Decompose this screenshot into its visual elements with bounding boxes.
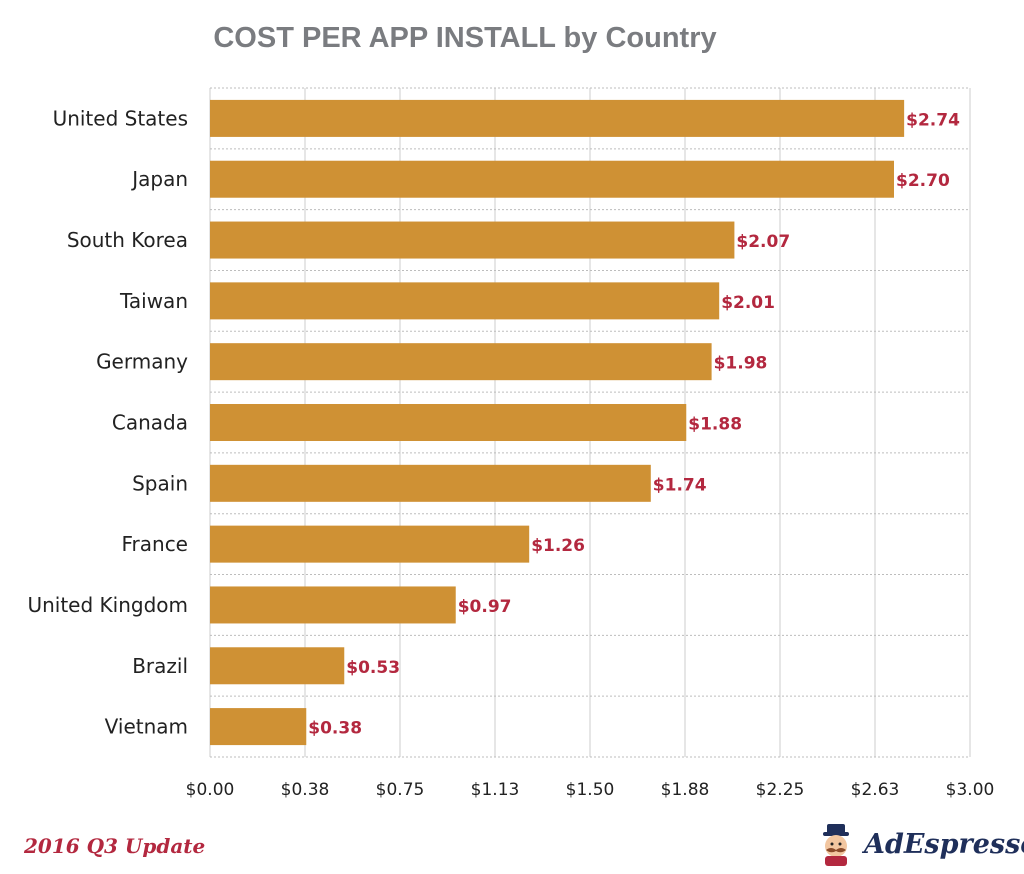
mascot-icon xyxy=(823,824,849,866)
value-label: $1.26 xyxy=(531,536,585,556)
bar xyxy=(210,343,712,381)
bar xyxy=(210,404,687,441)
bar xyxy=(210,708,307,746)
category-label: South Korea xyxy=(67,228,188,252)
brand-name: AdEspresso xyxy=(864,828,1024,860)
bar xyxy=(210,586,456,624)
x-tick-label: $1.13 xyxy=(471,780,520,800)
category-label: United States xyxy=(53,106,188,130)
value-label: $0.38 xyxy=(308,719,362,739)
bar xyxy=(210,282,720,320)
category-label: Taiwan xyxy=(119,289,188,313)
category-label: Vietnam xyxy=(105,715,188,739)
value-label: $1.74 xyxy=(653,475,707,495)
category-label: Spain xyxy=(132,471,188,495)
value-label: $2.01 xyxy=(721,293,775,313)
category-label: Brazil xyxy=(132,654,188,678)
value-label: $2.74 xyxy=(906,110,960,130)
value-label: $1.88 xyxy=(688,415,742,435)
category-label: Germany xyxy=(96,350,188,374)
value-label: $2.70 xyxy=(896,171,950,191)
value-label: $0.97 xyxy=(458,597,512,617)
x-tick-label: $3.00 xyxy=(946,780,995,800)
x-tick-label: $2.25 xyxy=(756,780,805,800)
x-tick-label: $0.00 xyxy=(186,780,235,800)
bar xyxy=(210,160,894,198)
value-label: $0.53 xyxy=(346,658,400,678)
x-tick-label: $1.50 xyxy=(566,780,615,800)
category-label: Canada xyxy=(112,411,188,435)
update-label: 2016 Q3 Update xyxy=(24,834,206,858)
bar xyxy=(210,525,530,563)
bar xyxy=(210,221,735,259)
value-label: $2.07 xyxy=(736,232,790,252)
category-label: France xyxy=(121,532,188,556)
x-tick-label: $0.38 xyxy=(281,780,330,800)
bar xyxy=(210,99,905,137)
chart-title: COST PER APP INSTALL by Country xyxy=(213,22,717,54)
value-label: $1.98 xyxy=(714,354,768,374)
x-tick-label: $2.63 xyxy=(851,780,900,800)
brand-logo: AdEspresso xyxy=(814,822,1024,866)
x-tick-label: $0.75 xyxy=(376,780,425,800)
bar xyxy=(210,464,651,502)
category-label: United Kingdom xyxy=(27,593,188,617)
bar xyxy=(210,647,345,685)
x-tick-label: $1.88 xyxy=(661,780,710,800)
category-label: Japan xyxy=(130,167,188,191)
